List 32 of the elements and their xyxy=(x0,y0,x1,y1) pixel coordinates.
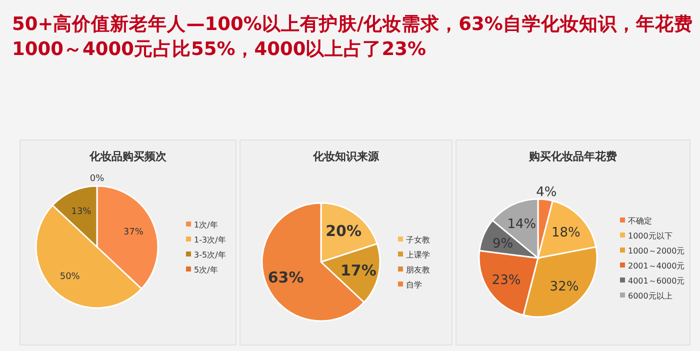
chart-title: 化妆知识来源 xyxy=(312,150,380,163)
data-label: 63% xyxy=(268,268,304,286)
data-label: 23% xyxy=(492,273,521,288)
data-label: 14% xyxy=(507,216,536,232)
data-label: 37% xyxy=(123,227,144,238)
data-label: 18% xyxy=(552,225,580,240)
data-label: 9% xyxy=(492,236,514,252)
text: 50+高价值新老年人—100%以上有护肤/化妆需求，63%自学化妆知识，年花费 xyxy=(12,13,693,35)
legend-label: 自学 xyxy=(406,280,422,290)
data-label: 32% xyxy=(550,280,579,295)
chart-title: 购买化妆品年花费 xyxy=(528,150,617,163)
legend-label: 1次/年 xyxy=(194,220,218,230)
data-label: 50% xyxy=(60,272,80,282)
legend-label: 6000元以上 xyxy=(628,292,672,300)
legend-label: 3-5次/年 xyxy=(194,250,226,260)
data-label: 4% xyxy=(536,185,557,200)
legend-label: 朋友教 xyxy=(406,266,430,274)
text: 1000～4000元占比55%，4000以上占了23% xyxy=(12,38,426,60)
legend-label: 子女教 xyxy=(406,236,430,244)
text: 0% xyxy=(90,174,104,184)
data-label: 13% xyxy=(71,206,92,217)
legend-label: 1000元以下 xyxy=(628,232,672,240)
legend-label: 4001～6000元 xyxy=(628,276,685,286)
legend-label: 1000～2000元 xyxy=(628,246,685,256)
legend-label: 2001～4000元 xyxy=(628,262,685,270)
chart-title: 化妆品购买频次 xyxy=(88,150,168,163)
legend-label: 上课学 xyxy=(406,250,430,260)
legend-label: 不确定 xyxy=(628,216,652,226)
legend-label: 1-3次/年 xyxy=(194,236,226,244)
data-label: 20% xyxy=(326,222,362,240)
data-label: 17% xyxy=(340,262,376,280)
legend-label: 5次/年 xyxy=(194,266,218,274)
